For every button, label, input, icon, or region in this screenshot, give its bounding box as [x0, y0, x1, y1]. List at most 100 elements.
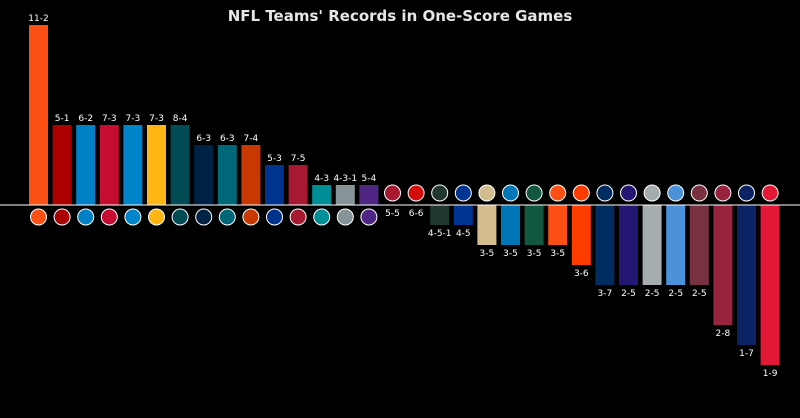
bar-texans: [288, 165, 308, 205]
commanders-logo-icon: [690, 184, 708, 202]
bar-cardinals: [713, 205, 733, 325]
bar-jets: [524, 205, 544, 245]
bar-browns: [571, 205, 591, 265]
record-label-texans: 7-5: [291, 154, 306, 164]
falcons-logo-icon-badge: [384, 184, 401, 202]
bar-steelers: [147, 125, 166, 205]
bar-jaguars: [217, 145, 237, 205]
49ers-logo-icon: [53, 208, 71, 226]
49ers-logo-icon-badge: [53, 208, 71, 226]
jets-logo-icon: [525, 184, 543, 202]
seahawks-logo-icon-badge: [195, 208, 213, 226]
cowboys-logo-icon-badge: [336, 208, 354, 226]
bar-titans: [666, 205, 686, 285]
record-label-colts: 3-7: [598, 289, 613, 299]
record-labels-group: 11-2 5-1 6-2 7-3 7-3 7-3 8-4 6-3 6-3 7-4 5-3 7-5 4-3…: [28, 14, 777, 379]
cardinals-logo-icon-badge: [714, 184, 732, 202]
bar-bengals: [548, 205, 568, 245]
buccaneers-logo-icon-badge: [407, 184, 425, 202]
bar-ravens: [619, 205, 638, 285]
record-label-patriots: 7-3: [102, 114, 117, 124]
record-label-bears: 7-4: [244, 134, 259, 144]
record-label-panthers: 7-3: [126, 114, 141, 124]
buccaneers-logo-icon: [407, 184, 425, 202]
raiders-logo-icon: [643, 184, 661, 202]
record-label-seahawks: 6-3: [196, 134, 211, 144]
vikings-logo-icon-badge: [360, 208, 378, 226]
bar-cowboys: [335, 185, 355, 205]
raiders-logo-icon-badge: [643, 184, 661, 202]
record-label-broncos: 11-2: [28, 14, 48, 24]
bar-broncos: [29, 25, 48, 205]
record-label-commanders: 2-5: [692, 289, 707, 299]
texans-logo-icon-badge: [289, 208, 307, 226]
patriots-logo-icon: [100, 208, 118, 226]
bar-saints: [477, 205, 497, 245]
bar-commanders: [689, 205, 709, 285]
giants-logo-icon-badge: [738, 184, 755, 202]
panthers-logo-icon: [124, 208, 142, 226]
steelers-logo-icon: [148, 208, 165, 226]
bar-rams: [453, 205, 473, 225]
bills-logo-icon: [266, 208, 283, 226]
record-label-jets: 3-5: [527, 249, 542, 259]
bar-chargers: [76, 125, 96, 205]
cardinals-logo-icon: [714, 184, 732, 202]
record-label-cowboys: 4-3-1: [333, 174, 357, 184]
ravens-logo-icon: [620, 184, 637, 202]
bar-raiders: [642, 205, 662, 285]
bears-logo-icon-badge: [242, 208, 260, 226]
chiefs-logo-icon: [761, 184, 779, 202]
giants-logo-icon: [738, 184, 755, 202]
record-label-ravens: 2-5: [621, 289, 636, 299]
packers-logo-icon-badge: [431, 184, 449, 202]
record-label-bills: 5-3: [267, 154, 282, 164]
bengals-logo-icon: [549, 184, 567, 202]
logos-group: [30, 184, 779, 226]
lions-logo-icon-badge: [502, 184, 519, 202]
record-label-dolphins: 4-3: [314, 174, 329, 184]
saints-logo-icon: [478, 184, 496, 202]
bar-chiefs: [760, 205, 780, 365]
titans-logo-icon-badge: [667, 184, 685, 202]
commanders-logo-icon-badge: [690, 184, 708, 202]
falcons-logo-icon: [384, 184, 401, 202]
bar-seahawks: [194, 145, 214, 205]
bar-bills: [265, 165, 284, 205]
bar-bears: [241, 145, 261, 205]
chart-title: NFL Teams' Records in One-Score Games: [227, 7, 573, 25]
record-label-chargers: 6-2: [78, 114, 93, 124]
record-label-bengals: 3-5: [550, 249, 565, 259]
bar-packers: [430, 205, 450, 225]
jets-logo-icon-badge: [525, 184, 543, 202]
patriots-logo-icon-badge: [100, 208, 118, 226]
record-label-falcons: 5-5: [385, 209, 400, 219]
record-label-rams: 4-5: [456, 229, 471, 239]
chiefs-logo-icon-badge: [761, 184, 779, 202]
bears-logo-icon: [242, 208, 260, 226]
record-label-giants: 1-7: [739, 349, 754, 359]
bar-dolphins: [312, 185, 332, 205]
record-label-saints: 3-5: [480, 249, 495, 259]
chargers-logo-icon: [77, 208, 95, 226]
panthers-logo-icon-badge: [124, 208, 142, 226]
record-label-browns: 3-6: [574, 269, 589, 279]
record-label-titans: 2-5: [668, 289, 683, 299]
record-label-vikings: 5-4: [362, 174, 377, 184]
bars-group: [29, 25, 780, 365]
chargers-logo-icon-badge: [77, 208, 95, 226]
rams-logo-icon-badge: [454, 184, 472, 202]
record-label-49ers: 5-1: [55, 114, 70, 124]
bar-49ers: [52, 125, 72, 205]
colts-logo-icon: [596, 184, 614, 202]
bar-panthers: [123, 125, 143, 205]
titans-logo-icon: [667, 184, 685, 202]
record-label-eagles: 8-4: [173, 114, 188, 124]
jaguars-logo-icon-badge: [218, 208, 236, 226]
bills-logo-icon-badge: [266, 208, 283, 226]
broncos-logo-icon: [30, 208, 47, 226]
dolphins-logo-icon-badge: [313, 208, 331, 226]
dolphins-logo-icon: [313, 208, 331, 226]
record-label-buccaneers: 6-6: [409, 209, 424, 219]
